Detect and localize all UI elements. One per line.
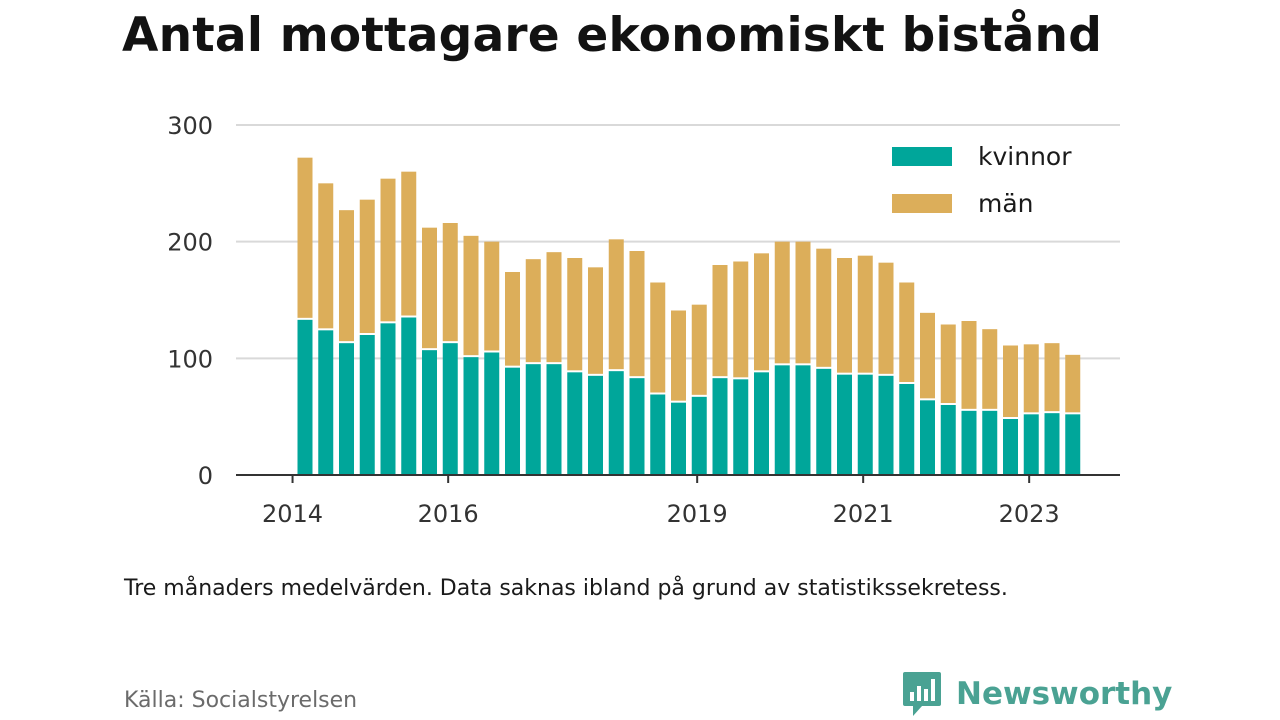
bars	[297, 157, 1081, 475]
bar-kvinnor	[920, 400, 935, 475]
brand-name: Newsworthy	[956, 676, 1173, 712]
bar-man	[816, 248, 832, 367]
bar-kvinnor	[318, 330, 334, 475]
legend-label: kvinnor	[978, 142, 1072, 171]
newsworthy-logo-icon	[903, 672, 941, 716]
bar-man	[1003, 345, 1018, 417]
x-tick-label: 2014	[262, 500, 323, 528]
chart-note: Tre månaders medelvärden. Data saknas ib…	[124, 576, 1008, 601]
bar-man	[899, 282, 915, 382]
bar-man	[920, 312, 935, 399]
bar-kvinnor	[712, 378, 728, 475]
x-tick-label: 2021	[833, 500, 894, 528]
brand-logo[interactable]: Newsworthy	[902, 670, 1172, 718]
bar-kvinnor	[608, 371, 624, 475]
bar-man	[982, 329, 998, 409]
bar-kvinnor	[1065, 414, 1081, 475]
axes: 0 100 200 300 2014 2016 2019 2021 2023	[167, 112, 1120, 528]
x-tick-label: 2019	[667, 500, 728, 528]
bar-man	[525, 259, 541, 363]
bar-kvinnor	[359, 335, 375, 475]
bar-kvinnor	[982, 410, 998, 475]
bar-kvinnor	[629, 378, 645, 475]
bar-man	[754, 253, 769, 371]
bar-kvinnor	[546, 364, 562, 475]
bar-kvinnor	[442, 343, 458, 475]
bar-man	[546, 252, 562, 363]
bar-kvinnor	[525, 364, 541, 475]
bar-man	[940, 324, 956, 403]
bar-man	[1065, 354, 1081, 413]
legend: kvinnor män	[892, 142, 1072, 218]
bar-kvinnor	[816, 368, 832, 475]
y-tick-label: 300	[167, 112, 213, 140]
bar-kvinnor	[463, 357, 479, 475]
legend-label: män	[978, 189, 1034, 218]
bar-kvinnor	[754, 372, 769, 475]
chart-title: Antal mottagare ekonomiskt bistånd	[122, 8, 1103, 63]
bar-kvinnor	[899, 384, 915, 475]
bar-man	[442, 223, 458, 342]
bar-kvinnor	[422, 350, 437, 475]
bar-man	[339, 210, 354, 342]
bar-kvinnor	[484, 352, 500, 475]
bar-man	[1044, 343, 1060, 412]
bar-kvinnor	[650, 394, 666, 475]
bar-kvinnor	[671, 402, 686, 475]
bar-man	[359, 199, 375, 333]
bar-kvinnor	[691, 396, 707, 475]
bar-man	[505, 272, 520, 366]
legend-swatch	[892, 194, 952, 213]
bar-man	[774, 241, 790, 364]
bar-man	[297, 157, 313, 318]
bar-man	[401, 171, 417, 316]
bar-man	[795, 241, 811, 364]
bar-man	[650, 282, 666, 393]
bar-kvinnor	[588, 375, 603, 475]
bar-man	[671, 310, 686, 401]
bar-kvinnor	[878, 375, 894, 475]
bar-man	[712, 265, 728, 377]
bar-kvinnor	[795, 365, 811, 475]
bar-kvinnor	[733, 379, 749, 475]
bar-kvinnor	[505, 367, 520, 475]
bar-kvinnor	[1023, 414, 1039, 475]
bar-kvinnor	[961, 410, 977, 475]
legend-swatch	[892, 147, 952, 166]
bar-kvinnor	[1003, 419, 1018, 475]
bar-kvinnor	[567, 372, 583, 475]
y-tick-label: 200	[167, 229, 213, 257]
bar-man	[878, 262, 894, 374]
bar-kvinnor	[837, 374, 852, 475]
bar-man	[1023, 344, 1039, 413]
bar-man	[691, 304, 707, 395]
y-tick-label: 100	[167, 345, 213, 373]
bar-man	[837, 258, 852, 373]
x-tick-label: 2016	[418, 500, 479, 528]
bar-man	[961, 321, 977, 409]
bar-man	[608, 239, 624, 370]
bar-kvinnor	[380, 323, 396, 475]
x-tick-label: 2023	[999, 500, 1060, 528]
bar-kvinnor	[401, 317, 417, 475]
bar-kvinnor	[857, 374, 873, 475]
bar-man	[318, 183, 334, 329]
y-tick-label: 0	[198, 462, 213, 490]
bar-kvinnor	[339, 343, 354, 475]
bar-kvinnor	[940, 405, 956, 475]
bar-man	[422, 227, 437, 349]
bar-man	[857, 255, 873, 373]
source-text: Källa: Socialstyrelsen	[124, 688, 358, 713]
bar-kvinnor	[774, 365, 790, 475]
bar-kvinnor	[297, 319, 313, 475]
bar-man	[567, 258, 583, 371]
bar-man	[629, 251, 645, 377]
bar-kvinnor	[1044, 413, 1060, 475]
bar-man	[733, 261, 749, 378]
bar-man	[463, 235, 479, 356]
bar-man	[588, 267, 603, 374]
bar-man	[380, 178, 396, 322]
bar-man	[484, 241, 500, 351]
